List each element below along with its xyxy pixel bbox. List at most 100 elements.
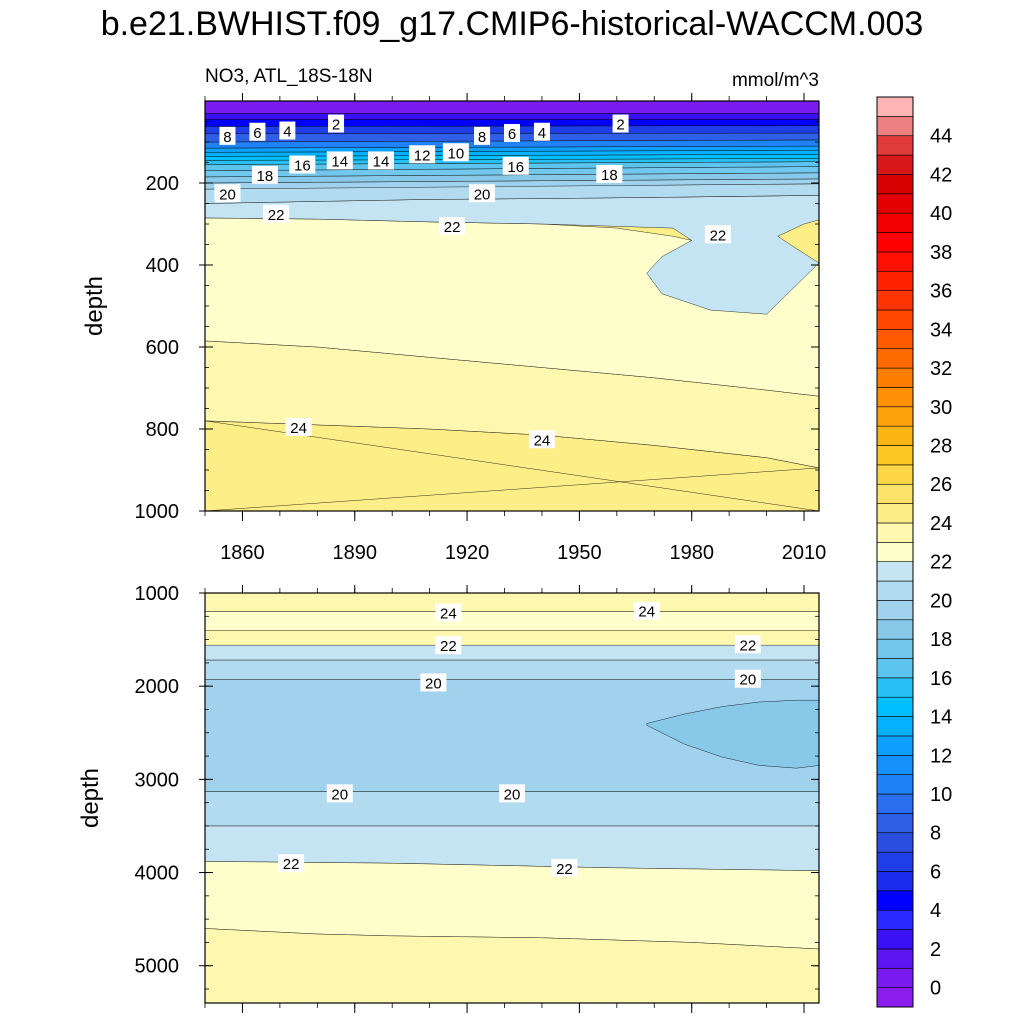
contour-label: 22 <box>439 217 466 236</box>
deep-ocean-panel: 24 24 22 22 20 20 20 20 22 22 1000 2000 3000 4000 500… <box>77 583 820 1013</box>
contour-label-text: 24 <box>290 420 307 437</box>
colorbar-swatch <box>876 871 914 892</box>
contour-label-box <box>219 126 236 145</box>
contour-label-box <box>551 858 578 877</box>
contour-label: 20 <box>499 784 525 803</box>
colorbar-label: 10 <box>930 784 952 806</box>
contour-label-text: 20 <box>504 786 521 803</box>
colorbar-swatch <box>876 270 914 291</box>
contour-label-box <box>502 156 529 175</box>
colorbar-swatch <box>876 309 914 330</box>
lower-depth-axis-label: depth <box>77 768 104 828</box>
contour-label: 8 <box>474 126 491 146</box>
contour-label-text: 24 <box>440 606 457 623</box>
colorbar-swatch <box>876 696 914 717</box>
contour-label-text: 2 <box>332 117 340 134</box>
contour-label-box <box>249 122 266 141</box>
contour-label-text: 20 <box>474 186 491 203</box>
contour-label: 4 <box>279 121 296 141</box>
colorbar-swatch <box>876 793 914 814</box>
contour-label: 16 <box>502 156 529 176</box>
contour-label: 18 <box>596 164 623 184</box>
contour-label-text: 20 <box>331 786 348 803</box>
lower-contour-band-23 <box>205 928 819 1003</box>
units-label: mmol/m^3 <box>732 70 819 91</box>
contour-label-box <box>474 126 491 145</box>
colorbar-label: 32 <box>930 358 952 380</box>
colorbar-swatch <box>876 96 914 117</box>
colorbar-swatch <box>876 329 914 350</box>
colorbar-swatch <box>876 251 914 272</box>
colorbar-swatch <box>876 774 914 795</box>
colorbar-swatch <box>876 832 914 853</box>
colorbar-swatch <box>876 367 914 388</box>
contour-label: 12 <box>409 145 436 164</box>
colorbar-frame <box>876 96 914 1008</box>
colorbar-label: 8 <box>930 823 941 845</box>
colorbar-swatch <box>876 948 914 969</box>
colorbar-label: 28 <box>930 436 952 458</box>
contour-label-text: 6 <box>253 125 261 142</box>
contour-label-text: 4 <box>538 125 546 142</box>
contour-label-text: 18 <box>257 168 274 185</box>
colorbar-label: 14 <box>930 707 952 729</box>
x-tick-label: 1920 <box>445 542 490 564</box>
colorbar-swatch <box>876 754 914 775</box>
colorbar-swatch <box>876 638 914 659</box>
contour-label-box <box>439 217 466 236</box>
colorbar-label: 12 <box>930 745 952 767</box>
x-tick-label: 1950 <box>557 542 602 564</box>
contour-label: 14 <box>326 151 353 170</box>
colorbar-swatch <box>876 542 914 562</box>
colorbar-swatch <box>876 406 914 427</box>
y-tick-label: 600 <box>146 337 179 359</box>
contour-label-text: 18 <box>601 167 618 184</box>
colorbar-label: 22 <box>930 552 952 574</box>
y-tick-label: 200 <box>146 173 179 195</box>
colorbar-swatch <box>876 212 914 233</box>
colorbar-swatch <box>876 464 914 485</box>
colorbar-swatch <box>876 967 914 988</box>
contour-label-box <box>504 123 520 142</box>
x-tick-label: 1890 <box>333 542 378 564</box>
contour-label: 10 <box>442 143 469 162</box>
contour-label: 20 <box>214 184 241 203</box>
y-tick-label: 1000 <box>135 501 180 523</box>
contour-label-text: 20 <box>425 675 442 692</box>
contour-label-box <box>289 155 316 174</box>
colorbar-label: 2 <box>930 939 941 961</box>
contour-label-box <box>528 430 555 449</box>
colorbar-swatch <box>876 619 914 640</box>
colorbar-swatch <box>876 290 914 311</box>
contour-label-text: 10 <box>447 145 464 162</box>
contour-label: 20 <box>734 669 761 689</box>
contour-label-text: 20 <box>219 186 236 203</box>
contour-label: 22 <box>435 636 462 655</box>
contour-label: 20 <box>420 673 447 692</box>
colorbar-swatch <box>876 561 914 582</box>
contour-label-box <box>409 145 436 164</box>
contour-label: 16 <box>289 155 316 175</box>
x-tick-label: 1860 <box>220 542 265 564</box>
colorbar-label: 44 <box>930 126 952 148</box>
contour-label-text: 22 <box>556 861 573 878</box>
contour-label: 20 <box>469 184 496 203</box>
contour-label-box <box>420 673 447 692</box>
contour-label-text: 16 <box>294 158 311 175</box>
x-tick-label: 2010 <box>782 542 827 564</box>
colorbar-swatch <box>876 909 914 930</box>
contour-label-box <box>734 669 761 688</box>
contour-label-box <box>612 114 629 133</box>
y-tick-label: 4000 <box>135 863 180 885</box>
colorbar-label: 16 <box>930 668 952 690</box>
contour-label-text: 16 <box>507 159 524 176</box>
chart-title: b.e21.BWHIST.f09_g17.CMIP6-historical-WA… <box>100 5 924 43</box>
colorbar-swatch <box>876 716 914 737</box>
colorbar-label: 18 <box>930 629 952 651</box>
contour-label-box <box>251 165 278 184</box>
colorbar-swatch <box>876 232 914 253</box>
contour-label: 2 <box>328 114 345 134</box>
contour-label: 6 <box>249 122 266 142</box>
